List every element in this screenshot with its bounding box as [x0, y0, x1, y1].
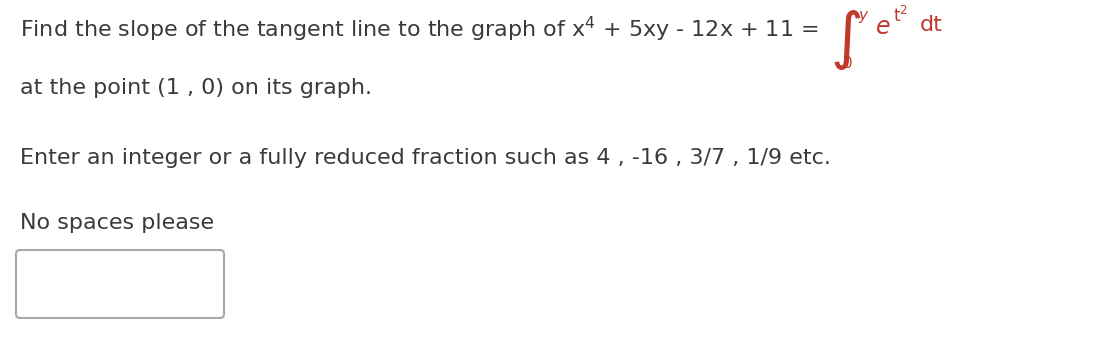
Text: 0: 0 [843, 56, 853, 71]
Text: $\mathregular{t}^{\mathregular{2}}$: $\mathregular{t}^{\mathregular{2}}$ [893, 6, 908, 26]
Text: $\int$: $\int$ [830, 8, 862, 72]
Text: at the point (1 , 0) on its graph.: at the point (1 , 0) on its graph. [20, 78, 372, 98]
FancyBboxPatch shape [16, 250, 224, 318]
Text: e: e [876, 15, 891, 39]
Text: y: y [858, 8, 867, 23]
Text: Find the slope of the tangent line to the graph of $\mathregular{x}^{\mathregula: Find the slope of the tangent line to th… [20, 15, 819, 44]
Text: dt: dt [920, 15, 943, 35]
Text: No spaces please: No spaces please [20, 213, 214, 233]
Text: Enter an integer or a fully reduced fraction such as 4 , -16 , 3/7 , 1/9 etc.: Enter an integer or a fully reduced frac… [20, 148, 831, 168]
